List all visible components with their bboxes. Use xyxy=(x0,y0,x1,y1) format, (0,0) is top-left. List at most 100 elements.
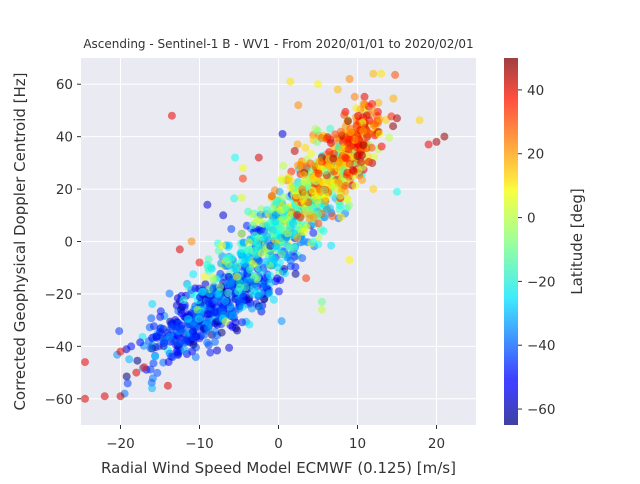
x-tick-label: 20 xyxy=(428,436,445,452)
data-point xyxy=(341,153,350,162)
data-point xyxy=(146,344,155,353)
data-point xyxy=(263,205,272,214)
data-point xyxy=(312,176,321,185)
data-point xyxy=(314,80,322,89)
data-point xyxy=(345,255,354,264)
data-point xyxy=(336,201,344,210)
data-point xyxy=(200,330,209,339)
data-point xyxy=(165,332,174,341)
data-point xyxy=(336,191,345,200)
colorbar-tick-label: 20 xyxy=(527,147,544,163)
data-point xyxy=(309,237,318,246)
data-point xyxy=(368,100,377,108)
data-point xyxy=(293,161,302,170)
y-tick-label: −20 xyxy=(45,287,74,303)
x-tick-label: 0 xyxy=(274,436,283,452)
data-point xyxy=(187,237,196,246)
data-point xyxy=(257,249,266,258)
data-point xyxy=(329,154,338,163)
data-point xyxy=(237,193,246,202)
data-point xyxy=(218,241,227,250)
data-point xyxy=(357,158,366,167)
data-point xyxy=(283,229,292,238)
data-point xyxy=(346,128,355,136)
data-point xyxy=(415,116,424,125)
y-tick-label: −60 xyxy=(45,392,74,408)
data-point xyxy=(290,147,299,155)
data-point xyxy=(175,245,184,254)
data-point xyxy=(181,346,190,355)
data-point xyxy=(244,207,253,216)
data-point xyxy=(238,244,247,253)
data-point xyxy=(133,356,142,365)
data-point xyxy=(265,289,274,298)
data-point xyxy=(279,161,288,170)
data-point xyxy=(203,200,212,209)
data-point xyxy=(377,69,386,78)
colorbar-tick-label: −40 xyxy=(527,338,556,354)
data-point xyxy=(248,221,257,230)
data-point xyxy=(359,99,368,108)
data-point xyxy=(263,232,271,241)
data-point xyxy=(270,186,279,195)
data-point xyxy=(226,277,235,286)
data-point xyxy=(365,129,374,138)
data-point xyxy=(359,126,368,135)
data-point xyxy=(352,104,361,113)
data-point xyxy=(100,392,109,401)
data-point xyxy=(149,359,158,368)
data-point xyxy=(284,173,293,182)
data-point xyxy=(310,161,319,170)
data-point xyxy=(300,190,309,199)
data-point xyxy=(294,101,303,110)
data-point xyxy=(233,272,241,281)
data-point xyxy=(286,210,295,219)
data-point xyxy=(317,134,326,143)
data-point xyxy=(393,114,401,123)
data-point xyxy=(293,140,302,149)
data-point xyxy=(344,201,353,210)
data-point xyxy=(81,394,89,403)
x-axis-label: Radial Wind Speed Model ECMWF (0.125) [m… xyxy=(101,459,456,477)
data-point xyxy=(184,282,193,291)
data-point xyxy=(341,181,350,190)
data-point xyxy=(278,130,287,138)
data-point xyxy=(236,297,245,306)
data-point xyxy=(358,175,367,184)
data-point xyxy=(221,297,230,306)
data-point xyxy=(281,269,289,278)
data-point xyxy=(228,311,237,320)
y-tick-label: −40 xyxy=(45,339,74,355)
data-point xyxy=(230,194,239,203)
data-point xyxy=(345,75,354,83)
data-point xyxy=(244,253,252,262)
y-tick-label: 60 xyxy=(56,77,73,93)
data-point xyxy=(257,205,266,214)
data-point xyxy=(307,149,315,158)
data-point xyxy=(227,225,236,233)
data-point xyxy=(219,211,228,220)
data-point xyxy=(308,204,317,213)
data-point xyxy=(211,307,220,316)
data-point xyxy=(127,342,136,351)
data-point xyxy=(153,368,162,377)
data-point xyxy=(340,110,349,119)
data-point xyxy=(146,365,155,374)
data-point xyxy=(216,282,224,291)
colorbar-tick-label: −60 xyxy=(527,402,556,418)
data-point xyxy=(375,114,384,123)
data-point xyxy=(319,227,328,236)
data-point xyxy=(327,139,335,147)
data-point xyxy=(301,143,310,152)
data-point xyxy=(174,338,183,347)
data-point xyxy=(330,183,339,192)
data-point xyxy=(230,264,239,272)
data-point xyxy=(309,228,318,237)
data-point xyxy=(115,327,124,336)
data-point xyxy=(389,94,398,103)
data-point xyxy=(179,296,188,304)
data-point xyxy=(293,233,302,242)
data-point xyxy=(160,338,169,347)
data-point xyxy=(256,303,264,312)
